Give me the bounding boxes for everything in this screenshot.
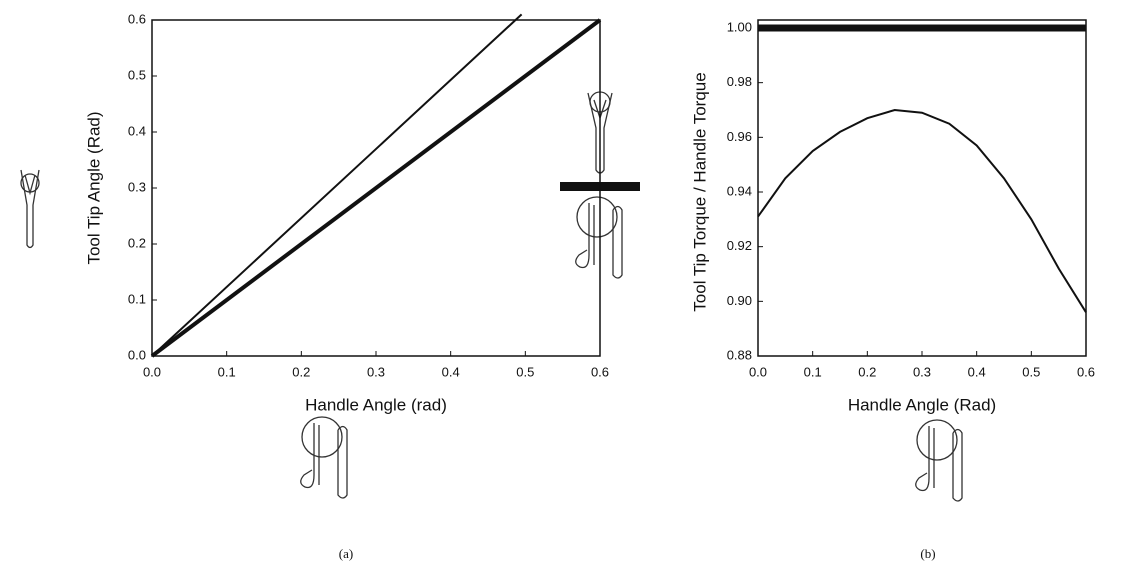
x-tick-label: 0.3 (367, 364, 385, 379)
y-tick-label: 0.98 (727, 74, 752, 89)
y-tick-label: 0.0 (128, 347, 146, 362)
y-tick-label: 0.94 (727, 183, 752, 198)
line-series (757, 108, 1087, 313)
x-tick-label: 0.6 (591, 364, 609, 379)
x-tick-label: 0.5 (516, 364, 534, 379)
y-tick-label: 0.1 (128, 291, 146, 306)
wrist-icon (575, 196, 623, 279)
y-tick-label: 0.5 (128, 67, 146, 82)
x-tick-label: 0.0 (143, 364, 161, 379)
x-tick-label: 0.2 (858, 364, 876, 379)
line-series (150, 18, 602, 358)
x-axis-title: Handle Angle (rad) (305, 395, 447, 414)
wrist-icon (300, 416, 348, 499)
y-tick-label: 0.92 (727, 238, 752, 253)
x-tick-label: 0.6 (1077, 364, 1095, 379)
y-tick-label: 0.6 (128, 11, 146, 26)
y-axis-title: Tool Tip Angle (Rad) (84, 111, 103, 264)
line-series (151, 13, 523, 357)
x-tick-label: 0.4 (968, 364, 986, 379)
x-tick-label: 0.1 (804, 364, 822, 379)
y-tick-label: 1.00 (727, 19, 752, 34)
y-tick-label: 0.4 (128, 123, 146, 138)
y-tick-label: 0.88 (727, 347, 752, 362)
y-tick-label: 0.96 (727, 129, 752, 144)
y-tick-label: 0.90 (727, 293, 752, 308)
wrist-icon (915, 419, 963, 502)
x-tick-label: 0.5 (1022, 364, 1040, 379)
caption: (b) (920, 546, 935, 561)
x-axis-title: Handle Angle (Rad) (848, 395, 996, 414)
x-tick-label: 0.2 (292, 364, 310, 379)
x-tick-label: 0.3 (913, 364, 931, 379)
plot-frame (757, 19, 1087, 357)
caption: (a) (339, 546, 353, 561)
y-tick-label: 0.2 (128, 235, 146, 250)
x-tick-label: 0.1 (218, 364, 236, 379)
x-tick-label: 0.0 (749, 364, 767, 379)
gripper-icon (20, 169, 40, 249)
y-axis-title: Tool Tip Torque / Handle Torque (690, 72, 709, 311)
y-tick-label: 0.3 (128, 179, 146, 194)
x-tick-label: 0.4 (442, 364, 460, 379)
